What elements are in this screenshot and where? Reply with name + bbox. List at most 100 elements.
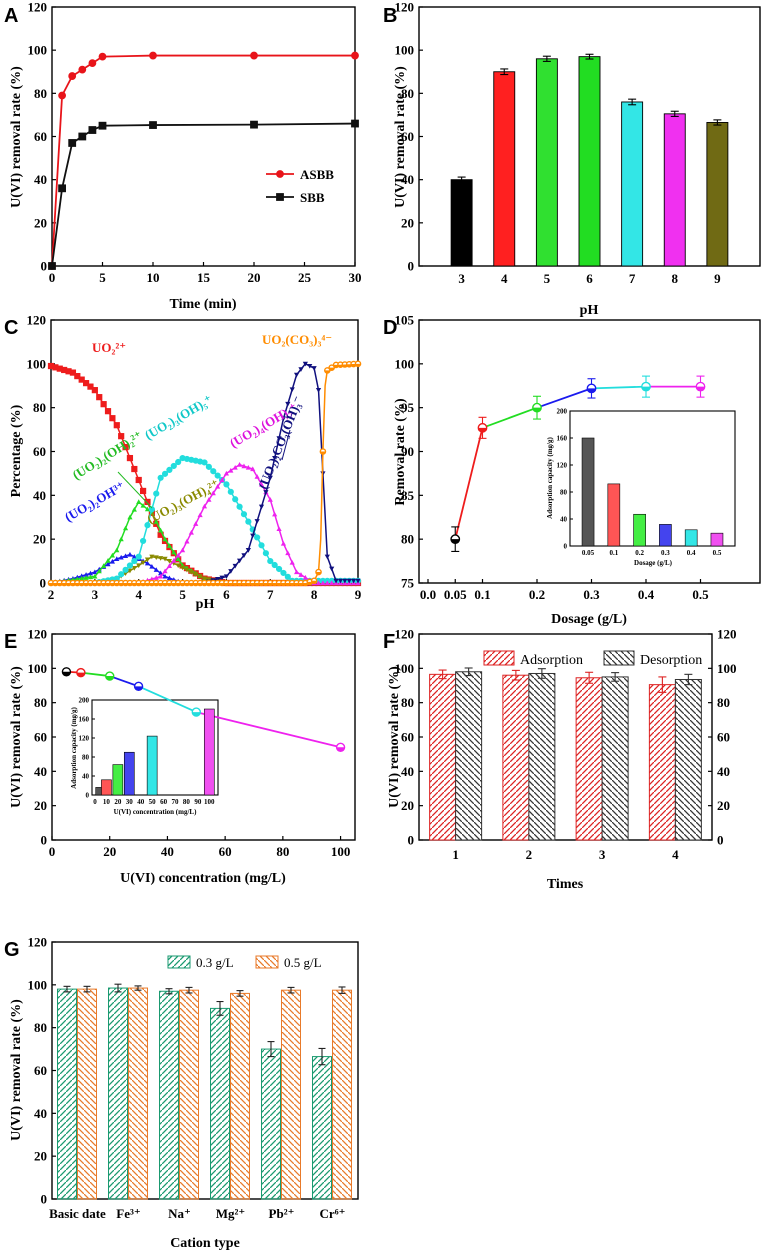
x-tick-label: 100 bbox=[331, 844, 351, 859]
segment-3 bbox=[138, 685, 197, 713]
species-point-uo2 bbox=[78, 376, 85, 383]
point-conc-30-fill bbox=[134, 686, 143, 691]
x-tick-label: 3 bbox=[458, 271, 465, 286]
inset-y-tick-label: 200 bbox=[557, 408, 568, 416]
species-point-uo2-4-oh-7 bbox=[250, 466, 256, 472]
bar-0-3-g-L-3 bbox=[210, 1007, 230, 1200]
bar-0-5-g-L-2 bbox=[179, 989, 199, 1200]
species-point-uo2-3-oh-5 bbox=[201, 459, 208, 466]
y-tick-label: 100 bbox=[395, 356, 415, 371]
bar-adsorption-3 bbox=[575, 677, 603, 841]
x-tick-label: 7 bbox=[629, 271, 636, 286]
species-point-uo2 bbox=[122, 444, 129, 451]
inset-y-tick-label: 0 bbox=[86, 792, 90, 800]
species-point-uo2-2-oh-2 bbox=[109, 552, 115, 558]
species-point-uo2-3-oh-5 bbox=[210, 468, 217, 475]
species-point-uo2-2-oh bbox=[92, 569, 98, 575]
inset-d-frame bbox=[569, 410, 736, 547]
y-tick-label: 80 bbox=[33, 400, 46, 415]
species-point-uo2-3-oh-5 bbox=[223, 481, 230, 488]
y-tick-label: 0 bbox=[40, 576, 47, 591]
point-dosage-0.1-fill bbox=[478, 427, 487, 433]
y-tick-label: 100 bbox=[395, 661, 415, 676]
species-point-uo2-2-co3-oh-3 bbox=[294, 372, 300, 378]
species-point-uo2-2-co3-oh-3 bbox=[215, 576, 221, 582]
species-point-uo2-3-oh-5 bbox=[280, 569, 287, 577]
bar-0-5-g-L-5 bbox=[332, 989, 352, 1200]
annotation-pointer bbox=[281, 429, 291, 461]
bar-ph-9 bbox=[706, 122, 729, 267]
y-tick-label: 20 bbox=[401, 215, 414, 230]
species-point-uo2 bbox=[69, 369, 77, 376]
y-tick-label: 0 bbox=[41, 1192, 48, 1207]
point-asbb bbox=[58, 91, 66, 100]
species-point-uo2-3-oh-5 bbox=[227, 488, 234, 495]
species-point-uo2-3-oh-5 bbox=[175, 458, 182, 466]
species-point-uo2-2-oh bbox=[87, 570, 94, 576]
y-tick-label: 100 bbox=[28, 661, 48, 676]
x-tick-label: 6 bbox=[586, 271, 593, 286]
bar-ph-7 bbox=[621, 101, 644, 267]
y-axis-title: U(VI) removal rate (%) bbox=[9, 666, 24, 808]
legend-swatch-desorption bbox=[603, 650, 635, 666]
species-point-uo2-3-oh-5 bbox=[161, 470, 169, 477]
species-point-uo2 bbox=[82, 380, 90, 387]
inset-y-tick-label: 160 bbox=[557, 435, 568, 443]
species-point-uo2-co3-3-fill bbox=[324, 370, 330, 374]
y-tick-label: 85 bbox=[401, 488, 415, 503]
species-point-uo2-3-oh-5 bbox=[148, 506, 155, 513]
species-point-uo2-2-co3-oh-3 bbox=[346, 578, 352, 584]
species-point-uo2-2-oh-2 bbox=[162, 536, 168, 542]
point-asbb bbox=[250, 51, 258, 60]
species-point-uo2-4-oh-7 bbox=[245, 464, 251, 470]
inset-x-tick-label: 0.2 bbox=[635, 549, 644, 557]
species-point-uo2-3-oh-5 bbox=[131, 557, 138, 565]
species-point-uo2-2-oh bbox=[149, 563, 155, 569]
species-point-uo2-3-oh-4 bbox=[131, 566, 137, 571]
legend-marker-asbb bbox=[276, 170, 284, 178]
y-tick-label: 80 bbox=[401, 86, 414, 101]
species-point-uo2-2-oh-2 bbox=[158, 527, 164, 533]
species-point-uo2-2-co3-oh-3 bbox=[223, 574, 230, 580]
species-point-uo2-3-oh-5 bbox=[166, 466, 173, 474]
segment-2 bbox=[536, 387, 592, 409]
species-point-uo2-4-oh-7 bbox=[315, 580, 322, 586]
bar-0-3-g-L-1 bbox=[108, 987, 128, 1200]
y-tick-label: 60 bbox=[34, 1063, 47, 1078]
species-point-uo2-2-co3-oh-3 bbox=[333, 578, 339, 584]
species-point-uo2 bbox=[126, 454, 134, 462]
x-tick-label: 10 bbox=[147, 270, 160, 285]
species-point-uo2-3-oh-5 bbox=[140, 537, 147, 545]
legend-label-1: 0.5 g/L bbox=[284, 955, 322, 970]
species-point-uo2-4-oh-7 bbox=[241, 463, 247, 469]
bar-ph-4 bbox=[493, 71, 516, 267]
point-dosage-0.3-fill bbox=[587, 388, 596, 393]
species-point-uo2-4-oh-7 bbox=[188, 529, 194, 535]
bar-desorption-4 bbox=[674, 678, 702, 841]
species-point-uo2-2-oh-2 bbox=[153, 519, 159, 524]
species-point-uo2-4-oh-7 bbox=[272, 511, 278, 517]
species-point-uo2-2-oh-2 bbox=[101, 563, 107, 568]
legend-label-adsorption: Adsorption bbox=[520, 653, 583, 668]
x-tick-label: 4 bbox=[135, 587, 142, 602]
y-tick-label-right: 100 bbox=[717, 661, 737, 676]
inset-x-axis-title: Dosage (g/L) bbox=[634, 559, 673, 567]
species-point-uo2-4-oh-7 bbox=[171, 558, 177, 563]
x-tick-label: 3 bbox=[599, 847, 606, 862]
bar-desorption-3 bbox=[601, 676, 629, 841]
y-tick-label: 60 bbox=[401, 129, 414, 144]
y-tick-label: 90 bbox=[401, 444, 414, 459]
inset-x-tick-label: 0.3 bbox=[661, 549, 670, 557]
bar-0-3-g-L-5 bbox=[312, 1056, 332, 1200]
inset-x-tick-label: 10 bbox=[103, 798, 111, 806]
point-conc-20-fill bbox=[105, 676, 114, 681]
species-point-uo2 bbox=[135, 476, 142, 484]
species-point-uo2-4-oh-7 bbox=[329, 580, 335, 586]
species-point-uo2-4-oh-7 bbox=[285, 550, 291, 556]
annotation-uo2-3-oh-5: (UO₂)₃(OH)₅⁺ bbox=[142, 392, 215, 443]
y-tick-label: 40 bbox=[34, 172, 47, 187]
species-point-uo2-2-co3-oh-3 bbox=[289, 387, 295, 393]
species-point-uo2-2-co3-oh-3 bbox=[228, 569, 234, 574]
species-point-uo2-2-co3-oh-3 bbox=[272, 455, 278, 461]
species-point-uo2-3-oh-5 bbox=[240, 511, 248, 518]
